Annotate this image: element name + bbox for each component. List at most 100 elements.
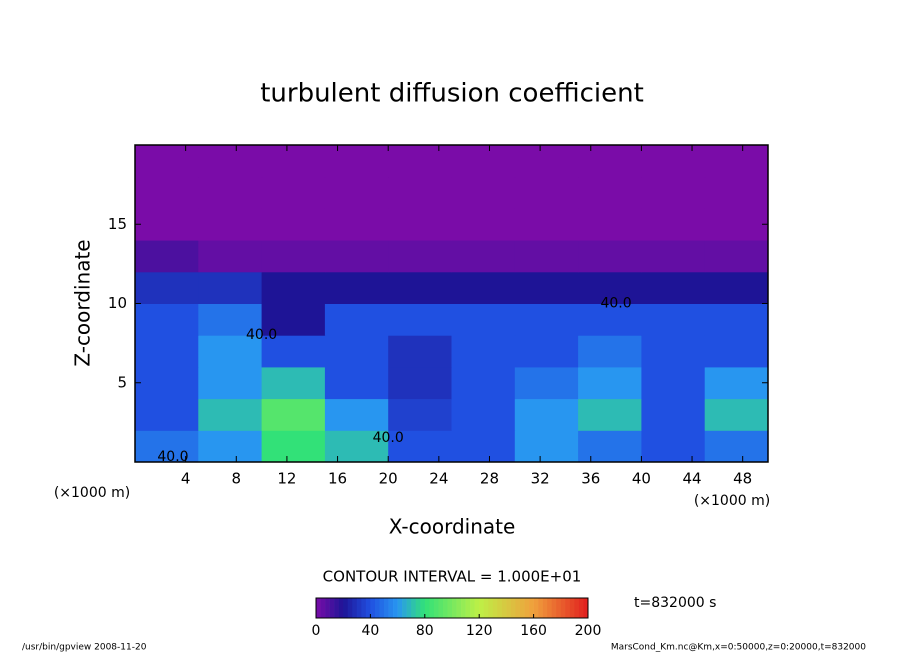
heat-cell	[324, 303, 389, 336]
heat-cell	[451, 430, 516, 463]
colorbar-cell	[384, 598, 389, 618]
x-tick-label: 44	[682, 470, 701, 488]
colorbar-cell	[456, 598, 462, 618]
heat-cell	[578, 430, 642, 463]
heat-cell	[704, 366, 769, 400]
heat-cell	[451, 208, 516, 241]
heat-cell	[198, 208, 263, 241]
heat-cell	[514, 208, 579, 241]
colorbar-cell	[533, 598, 539, 618]
heat-cell	[641, 176, 706, 209]
colorbar-cell	[361, 598, 367, 618]
colorbar-cell	[411, 598, 417, 618]
colorbar-cell	[388, 598, 394, 618]
colorbar-cell	[325, 598, 330, 618]
colorbar-cell	[583, 598, 589, 618]
heat-cell	[451, 145, 516, 178]
colorbar-cell	[470, 598, 475, 618]
x-tick-label: 40	[632, 470, 651, 488]
heat-cell	[704, 430, 769, 463]
y-axis-label: Z-coordinate	[71, 239, 95, 366]
colorbar-cell	[343, 598, 349, 618]
heat-cell	[451, 335, 516, 368]
heat-cell	[578, 335, 642, 368]
heat-cell	[261, 176, 326, 209]
y-tick-label: 15	[108, 215, 127, 233]
colorbar-cell	[465, 598, 471, 618]
heat-cell	[641, 271, 706, 304]
heat-cell	[261, 145, 326, 178]
colorbar-tick-label: 40	[361, 623, 379, 639]
colorbar-cell	[420, 598, 426, 618]
heat-cell	[135, 398, 199, 431]
heat-cell	[135, 303, 199, 336]
heat-cell	[388, 208, 452, 241]
heat-cell	[641, 366, 706, 400]
heat-cell	[198, 430, 263, 463]
heat-cell	[135, 240, 199, 273]
heat-cell	[704, 335, 769, 368]
heat-cell	[451, 176, 516, 209]
colorbar-cell	[370, 598, 376, 618]
heat-cell	[388, 398, 452, 431]
contour-label: 40.0	[373, 430, 404, 446]
colorbar-cell	[578, 598, 584, 618]
colorbar-cell	[483, 598, 489, 618]
heat-cell	[578, 240, 642, 273]
x-tick-label: 28	[480, 470, 499, 488]
x-unit: (×1000 m)	[694, 493, 770, 509]
x-tick-label: 16	[328, 470, 347, 488]
colorbar-tick-label: 120	[466, 623, 493, 639]
heat-cell	[135, 176, 199, 209]
heat-cell	[641, 335, 706, 368]
heat-cell	[198, 176, 263, 209]
colorbar-cell	[379, 598, 385, 618]
heat-cell	[514, 271, 579, 304]
colorbar-cell	[452, 598, 457, 618]
heat-cell	[704, 176, 769, 209]
heat-cell	[135, 145, 199, 178]
chart-title: turbulent diffusion coefficient	[260, 79, 644, 109]
heat-cell	[704, 208, 769, 241]
heat-cell	[451, 240, 516, 273]
footer-left: /usr/bin/gpview 2008-11-20	[22, 643, 147, 653]
heat-cell	[514, 335, 579, 368]
heat-cell	[578, 271, 642, 304]
colorbar-cell	[501, 598, 507, 618]
colorbar-cell	[474, 598, 480, 618]
heat-cell	[135, 335, 199, 368]
contour-label: 40.0	[600, 296, 631, 312]
colorbar-cell	[520, 598, 525, 618]
x-tick-label: 12	[277, 470, 296, 488]
colorbar-cell	[415, 598, 421, 618]
x-tick-label: 32	[531, 470, 550, 488]
colorbar-cell	[551, 598, 557, 618]
heat-cell	[388, 366, 452, 400]
contour-label: 40.0	[157, 449, 188, 465]
y-tick-label: 10	[108, 294, 127, 312]
heat-cell	[514, 366, 579, 400]
heat-cell	[578, 398, 642, 431]
heat-cell	[261, 271, 326, 304]
colorbar-cell	[352, 598, 358, 618]
colorbar-cell	[492, 598, 498, 618]
heat-cell	[704, 398, 769, 431]
heat-cell	[578, 176, 642, 209]
colorbar-cell	[524, 598, 530, 618]
colorbar-tick-label: 0	[312, 623, 321, 639]
y-tick-label: 5	[117, 373, 127, 391]
heat-cell	[514, 176, 579, 209]
heat-cell	[198, 271, 263, 304]
colorbar-cell	[569, 598, 575, 618]
heat-cell	[261, 398, 326, 431]
heat-cell	[641, 240, 706, 273]
time-label: t=832000 s	[634, 595, 716, 611]
colorbar-cell	[365, 598, 371, 618]
x-axis-label: X-coordinate	[389, 515, 516, 539]
contour-interval: CONTOUR INTERVAL = 1.000E+01	[323, 568, 582, 586]
heat-cell	[324, 398, 389, 431]
heat-cell	[451, 366, 516, 400]
heat-cell	[135, 208, 199, 241]
heat-cell	[578, 366, 642, 400]
heat-cell	[514, 430, 579, 463]
